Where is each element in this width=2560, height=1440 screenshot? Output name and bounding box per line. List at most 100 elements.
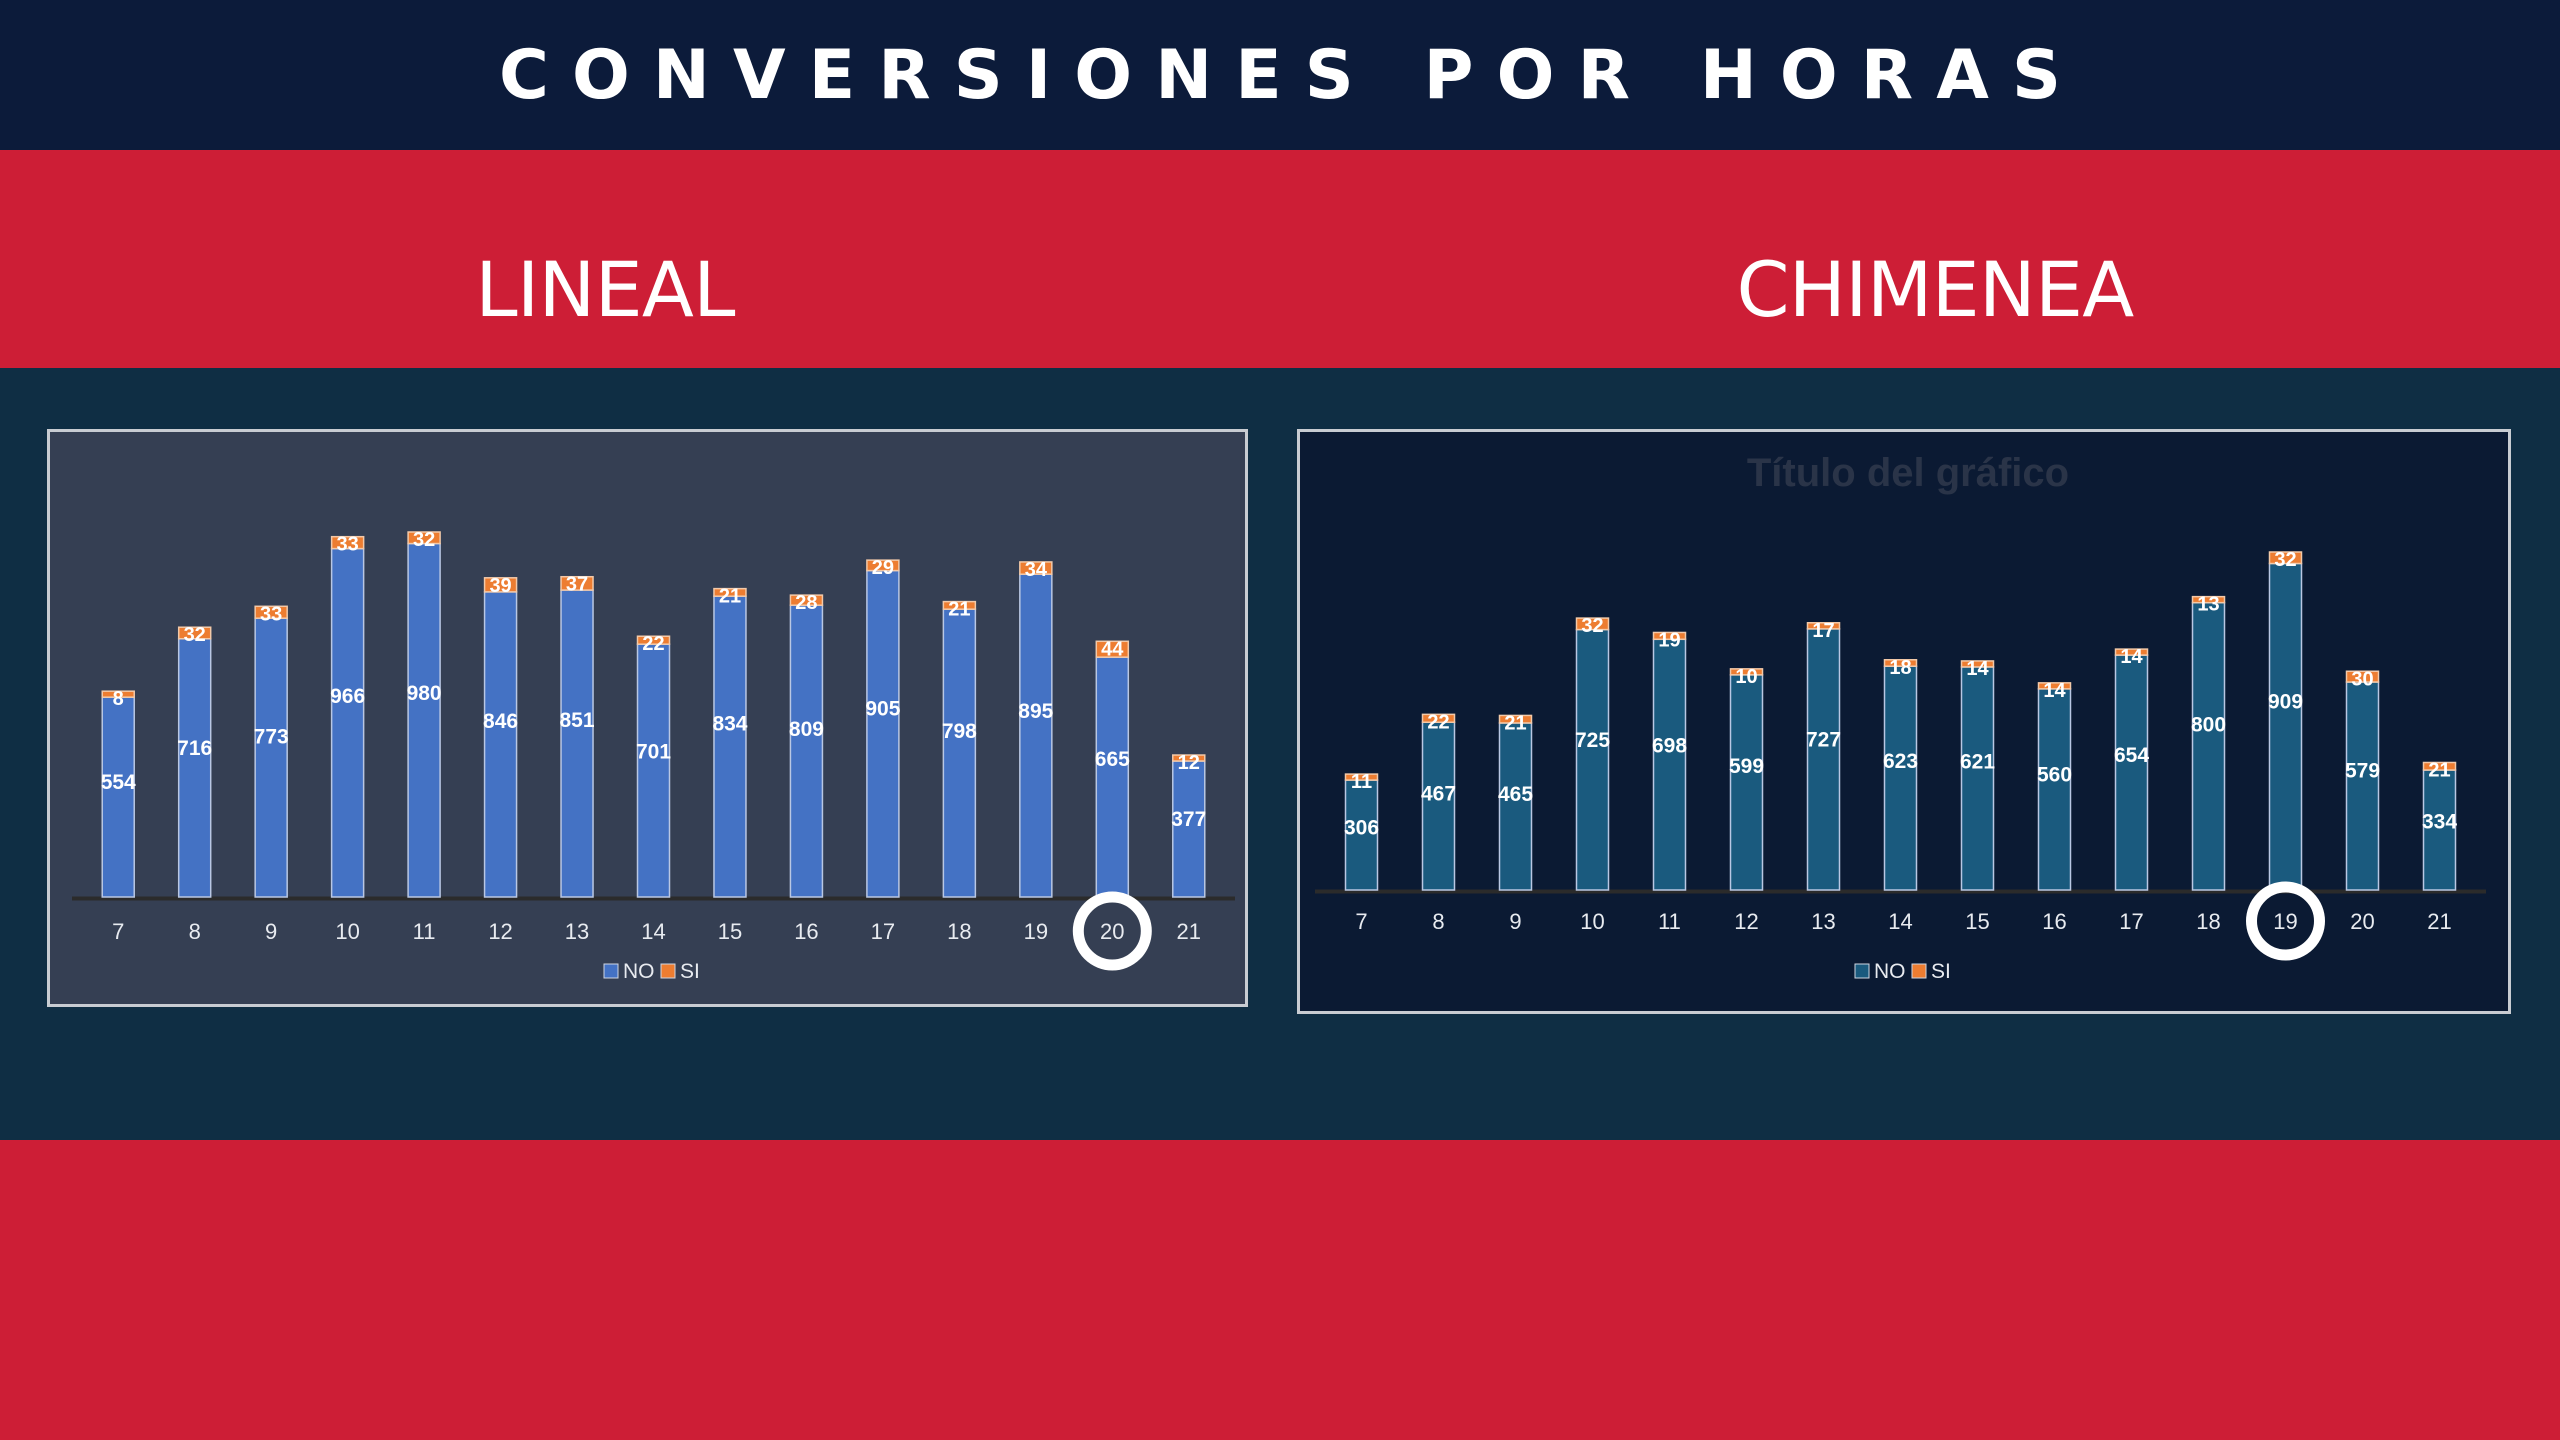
chimenea-label-no-19: 909 [2268, 691, 2303, 714]
lineal-bar-si-14 [636, 635, 671, 645]
chimenea-bar-si-18 [2191, 595, 2226, 604]
chimenea-label-si-19: 32 [2274, 549, 2296, 571]
chimenea-tick-21: 21 [2427, 909, 2451, 934]
lineal-bar-si-7 [101, 690, 135, 698]
lineal-tick-13: 13 [565, 919, 589, 944]
chimenea-tick-20: 20 [2350, 909, 2374, 934]
lineal-label-no-17: 905 [865, 698, 900, 721]
chimenea-label-no-11: 698 [1652, 735, 1687, 758]
section-title-chimenea: CHIMENEA [1736, 245, 2134, 334]
lineal-tick-16: 16 [794, 919, 818, 944]
chimenea-tick-13: 13 [1811, 909, 1835, 934]
chimenea-tick-12: 12 [1734, 909, 1758, 934]
lineal-bar-no-9 [254, 617, 288, 898]
lineal-label-no-18: 798 [942, 720, 977, 743]
chimenea-label-no-9: 465 [1498, 783, 1533, 806]
chimenea-bar-si-21 [2422, 761, 2457, 771]
chimenea-label-no-16: 560 [2037, 763, 2072, 786]
chimenea-tick-19: 19 [2273, 909, 2297, 934]
lineal-tick-17: 17 [871, 919, 895, 944]
chimenea-bar-si-12 [1729, 668, 1764, 676]
chimenea-label-no-8: 467 [1421, 783, 1456, 806]
chimenea-label-si-14: 18 [1889, 657, 1911, 679]
lineal-label-no-19: 895 [1018, 700, 1053, 723]
lineal-legend-swatch-no [603, 963, 619, 979]
lineal-bar-si-19 [1019, 561, 1053, 575]
chimenea-tick-7: 7 [1355, 909, 1367, 934]
lineal-label-no-16: 809 [789, 718, 824, 741]
page-title: CONVERSIONES POR HORAS [498, 35, 2085, 115]
chimenea-bar-si-8 [1421, 713, 1456, 724]
lineal-bar-si-9 [254, 605, 288, 619]
lineal-bar-no-12 [483, 591, 518, 898]
chimenea-label-si-12: 10 [1735, 666, 1757, 688]
lineal-label-no-10: 966 [330, 685, 365, 708]
lineal-bar-no-15 [713, 595, 747, 898]
chimenea-bar-no-8 [1421, 721, 1456, 891]
chart-chimenea-svg: Título del gráfico 306 11 7 467 22 8 465 21 9 725 3… [1315, 451, 2486, 983]
lineal-label-si-21: 12 [1178, 752, 1200, 774]
chimenea-bar-no-10 [1575, 628, 1610, 891]
chimenea-bar-si-10 [1575, 617, 1610, 631]
lineal-bar-no-20 [1095, 656, 1130, 898]
lineal-label-no-21: 377 [1171, 808, 1206, 831]
lineal-tick-12: 12 [488, 919, 512, 944]
lineal-bar-si-12 [483, 577, 518, 593]
chimenea-label-si-18: 13 [2197, 594, 2219, 616]
chimenea-title: Título del gráfico [1747, 451, 2069, 495]
lineal-label-si-18: 21 [948, 599, 970, 621]
lineal-bar-no-16 [789, 604, 824, 898]
lineal-label-no-11: 980 [407, 682, 442, 705]
lineal-tick-15: 15 [718, 919, 742, 944]
chimenea-label-no-18: 800 [2191, 713, 2226, 736]
lineal-bar-no-7 [101, 696, 135, 898]
lineal-label-no-20: 665 [1095, 748, 1130, 771]
chart-lineal-svg: 554 8 7 716 32 8 773 33 9 966 33 10 980 32 11 846 39 12 85… [72, 529, 1235, 983]
header-band: CONVERSIONES POR HORAS [0, 0, 2560, 150]
lineal-tick-7: 7 [112, 919, 124, 944]
chimenea-label-si-16: 14 [2043, 680, 2066, 702]
chimenea-bar-si-19 [2268, 551, 2303, 565]
lineal-tick-19: 19 [1024, 919, 1048, 944]
lineal-bar-si-8 [177, 626, 212, 640]
lineal-label-si-10: 33 [337, 534, 359, 556]
lineal-tick-20: 20 [1100, 919, 1124, 944]
lineal-label-no-7: 554 [101, 771, 136, 794]
chimenea-bar-no-16 [2037, 688, 2072, 891]
lineal-label-no-15: 834 [712, 713, 747, 736]
section-title-lineal: LINEAL [475, 245, 735, 334]
chimenea-label-si-20: 30 [2351, 668, 2373, 690]
chimenea-bar-no-12 [1729, 674, 1764, 891]
chimenea-highlight-circle [2246, 881, 2325, 961]
chimenea-bar-si-20 [2345, 670, 2380, 683]
chimenea-bar-no-20 [2345, 681, 2380, 891]
lineal-bar-no-17 [866, 569, 900, 898]
chimenea-label-no-10: 725 [1575, 729, 1610, 752]
chimenea-bar-no-9 [1498, 722, 1533, 891]
lineal-label-no-14: 701 [636, 740, 671, 763]
chimenea-label-si-11: 19 [1658, 629, 1680, 651]
lineal-bar-si-15 [713, 587, 747, 597]
chimenea-tick-11: 11 [1658, 909, 1681, 934]
chimenea-bar-si-11 [1652, 631, 1687, 641]
lineal-bar-si-18 [942, 600, 977, 610]
chimenea-tick-14: 14 [1888, 909, 1912, 934]
chimenea-bar-no-7 [1344, 779, 1379, 891]
lineal-label-si-8: 32 [184, 624, 206, 646]
lineal-label-si-7: 8 [113, 688, 124, 710]
chimenea-tick-18: 18 [2196, 909, 2220, 934]
chimenea-bar-no-17 [2114, 654, 2149, 891]
lineal-tick-10: 10 [335, 919, 359, 944]
lineal-label-no-8: 716 [177, 737, 212, 760]
chimenea-tick-16: 16 [2042, 909, 2066, 934]
chart-chimenea: Título del gráfico 306 11 7 467 22 8 465 21 9 725 3… [1297, 429, 2511, 1014]
lineal-bar-si-20 [1095, 640, 1130, 658]
lineal-bar-no-19 [1019, 573, 1053, 898]
lineal-bar-si-16 [789, 594, 824, 606]
chimenea-label-si-10: 32 [1581, 615, 1603, 637]
chimenea-label-si-9: 21 [1504, 712, 1526, 734]
chimenea-bar-si-14 [1883, 659, 1918, 667]
chimenea-bar-si-17 [2114, 648, 2149, 656]
chimenea-legend-swatch-si [1911, 963, 1927, 979]
chimenea-bar-no-11 [1652, 638, 1687, 891]
